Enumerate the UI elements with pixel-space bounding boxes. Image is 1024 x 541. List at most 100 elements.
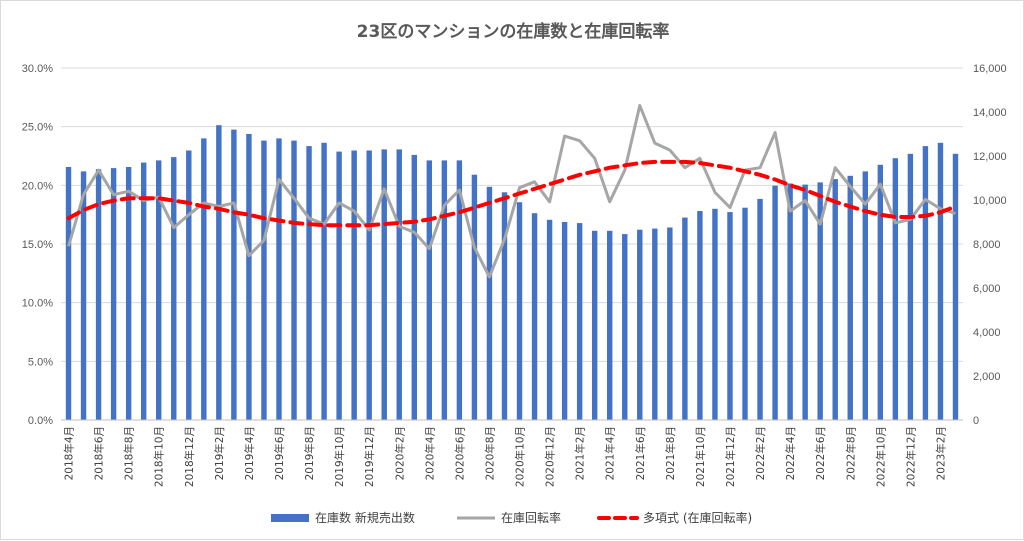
bar xyxy=(396,149,402,420)
bar xyxy=(922,146,929,420)
x-tick-label: 2020年4月 xyxy=(423,426,436,480)
bar xyxy=(682,217,688,420)
bar xyxy=(847,175,853,420)
x-tick-label: 2018年10月 xyxy=(153,426,166,487)
x-tick-label: 2020年10月 xyxy=(514,426,527,487)
bar xyxy=(607,230,613,420)
bar xyxy=(216,125,222,420)
bar xyxy=(95,169,102,420)
x-tick-label: 2021年10月 xyxy=(694,426,707,487)
x-tick-label: 2022年8月 xyxy=(844,426,857,480)
bar xyxy=(712,208,718,420)
line-series xyxy=(66,104,958,279)
bar xyxy=(321,142,327,421)
bar xyxy=(366,150,372,420)
legend-label: 在庫回転率 xyxy=(501,510,561,525)
bar xyxy=(306,146,312,420)
x-tick-label: 2020年6月 xyxy=(453,426,466,480)
legend-label: 在庫数 新規売出数 xyxy=(315,510,415,525)
bar xyxy=(426,160,433,420)
x-tick-label: 2022年2月 xyxy=(754,426,767,480)
x-tick-label: 2022年10月 xyxy=(874,426,887,487)
legend-label: 多項式 (在庫回転率) xyxy=(643,510,752,525)
bar-series xyxy=(65,125,959,421)
x-tick-label: 2020年12月 xyxy=(544,426,557,487)
x-tick-label: 2019年8月 xyxy=(303,426,316,480)
bar xyxy=(381,149,387,420)
x-tick-label: 2021年8月 xyxy=(664,426,677,480)
rotation-rate-series-line xyxy=(67,104,956,279)
trendline-series-line xyxy=(66,159,958,228)
bar xyxy=(531,213,538,420)
bar xyxy=(622,234,628,420)
legend-swatch-bar xyxy=(271,514,309,522)
bar xyxy=(892,158,899,420)
bar xyxy=(441,160,448,420)
bar xyxy=(276,138,282,420)
left-y-tick-label: 30.0% xyxy=(22,63,53,75)
x-tick-label: 2019年10月 xyxy=(333,426,346,487)
bar xyxy=(772,185,778,420)
bar xyxy=(742,207,748,420)
bar xyxy=(877,164,884,420)
bar xyxy=(757,198,763,420)
bar xyxy=(817,182,823,420)
x-tick-label: 2022年4月 xyxy=(784,426,797,480)
bar xyxy=(667,227,673,420)
bar xyxy=(907,153,914,421)
legend: 在庫数 新規売出数 在庫回転率 多項式 (在庫回転率) xyxy=(271,510,752,525)
left-y-tick-label: 5.0% xyxy=(28,356,53,368)
left-y-tick-label: 10.0% xyxy=(22,298,53,310)
right-y-tick-label: 12,000 xyxy=(973,151,1007,163)
bar xyxy=(125,167,132,420)
right-y-tick-label: 14,000 xyxy=(973,107,1007,119)
bar xyxy=(787,183,793,420)
bar xyxy=(336,151,342,420)
x-tick-label: 2021年4月 xyxy=(604,426,617,480)
x-tick-label: 2019年4月 xyxy=(243,426,256,480)
bar xyxy=(501,192,508,420)
x-tick-label: 2021年2月 xyxy=(574,426,587,480)
right-y-tick-label: 4,000 xyxy=(973,327,1001,339)
x-tick-label: 2022年12月 xyxy=(904,426,917,487)
x-tick-label: 2018年12月 xyxy=(183,426,196,487)
bar xyxy=(411,154,417,420)
bar xyxy=(637,229,643,420)
bar xyxy=(591,230,598,420)
bar xyxy=(186,150,192,420)
bar xyxy=(171,157,177,420)
bar xyxy=(697,211,703,420)
x-tick-label: 2021年12月 xyxy=(724,426,737,487)
bar xyxy=(952,153,959,421)
right-y-tick-label: 0 xyxy=(973,415,979,427)
right-y-tick-label: 16,000 xyxy=(973,63,1007,75)
bar xyxy=(546,219,553,420)
bar xyxy=(201,138,207,420)
x-tick-label: 2019年6月 xyxy=(273,426,286,480)
x-tick-label: 2020年2月 xyxy=(393,426,406,480)
left-y-axis: 0.0% 5.0% 10.0% 15.0% 20.0% 25.0% 30.0% xyxy=(22,63,53,427)
x-tick-label: 2021年6月 xyxy=(634,426,647,480)
bar xyxy=(156,160,162,420)
right-y-tick-label: 10,000 xyxy=(973,195,1007,207)
bar xyxy=(561,222,568,420)
bar xyxy=(516,202,523,420)
x-tick-label: 2020年8月 xyxy=(483,426,496,480)
bar xyxy=(291,140,297,420)
left-y-tick-label: 20.0% xyxy=(22,180,53,192)
bar xyxy=(140,162,147,420)
bar xyxy=(110,168,117,420)
right-y-tick-label: 8,000 xyxy=(973,239,1001,251)
bar xyxy=(261,140,267,420)
gridlines xyxy=(61,67,963,421)
bar xyxy=(832,179,838,420)
bar xyxy=(576,223,583,420)
x-tick-label: 2018年6月 xyxy=(93,426,106,480)
bar xyxy=(246,134,252,420)
bar xyxy=(231,129,237,420)
x-tick-label: 2018年8月 xyxy=(123,426,136,480)
left-y-tick-label: 15.0% xyxy=(22,239,53,251)
bar xyxy=(471,174,478,420)
x-tick-label: 2023年2月 xyxy=(934,426,947,480)
